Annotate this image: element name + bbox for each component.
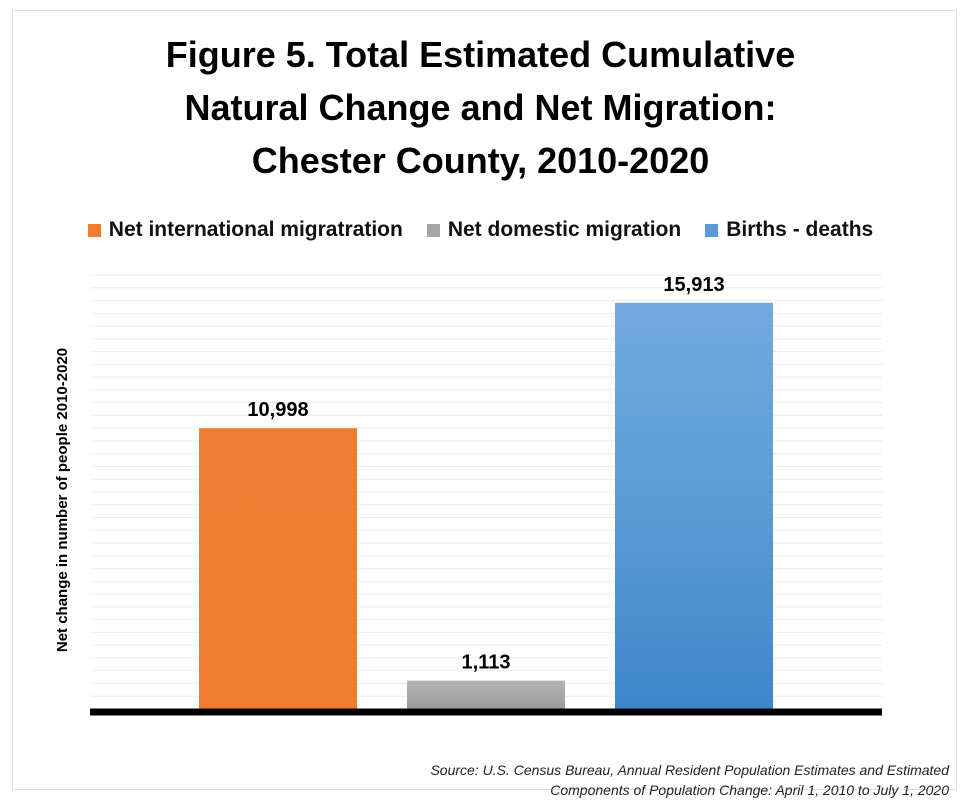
- chart-title-line-1: Figure 5. Total Estimated Cumulative: [165, 34, 796, 75]
- bar-international: [199, 428, 357, 709]
- source-line-2: Components of Population Change: April 1…: [550, 782, 949, 798]
- bar-labels: 10,998 1,113 15,913: [247, 274, 724, 674]
- source-line-1: Source: U.S. Census Bureau, Annual Resid…: [430, 762, 949, 778]
- legend-item-natural: Births - deaths: [705, 218, 873, 242]
- y-axis-label: Net change in number of people 2010-2020: [54, 348, 71, 652]
- data-label-natural: 15,913: [663, 274, 724, 296]
- chart-title: Figure 5. Total Estimated Cumulative Nat…: [0, 28, 961, 187]
- legend-label-domestic: Net domestic migration: [447, 218, 682, 241]
- chart-title-line-3: Chester County, 2010-2020: [251, 140, 710, 181]
- bar-natural: [615, 302, 773, 709]
- legend-item-domestic: Net domestic migration: [426, 218, 682, 242]
- legend-label-international: Net international migratration: [108, 218, 403, 241]
- legend-swatch-international: [87, 223, 101, 237]
- source-note: Source: U.S. Census Bureau, Annual Resid…: [430, 760, 949, 800]
- legend-swatch-domestic: [426, 223, 440, 237]
- data-label-international: 10,998: [247, 399, 308, 421]
- chart-legend: Net international migratration Net domes…: [0, 214, 961, 246]
- legend-swatch-natural: [705, 223, 719, 237]
- legend-label-natural: Births - deaths: [726, 218, 874, 241]
- bar-domestic: [407, 680, 565, 709]
- bars: [199, 302, 773, 709]
- legend-item-international: Net international migratration: [87, 218, 403, 242]
- data-label-domestic: 1,113: [462, 652, 511, 674]
- chart-title-line-2: Natural Change and Net Migration:: [184, 87, 777, 128]
- chart-frame: [12, 10, 957, 790]
